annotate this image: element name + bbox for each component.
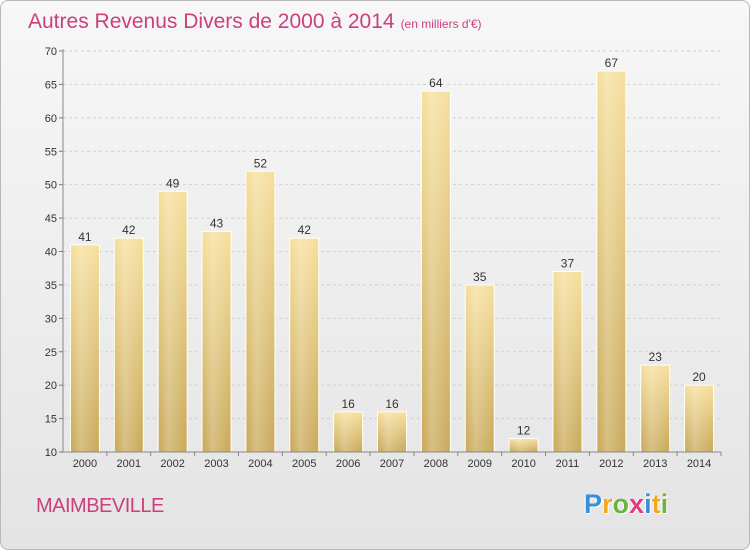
y-tick-label: 35 (45, 280, 57, 292)
x-tick-label: 2002 (160, 458, 184, 470)
logo-letter: i (644, 489, 652, 519)
bar-value-label: 35 (473, 270, 487, 284)
logo-letter: x (629, 489, 645, 519)
bar-highlight (466, 285, 494, 452)
y-tick-label: 40 (45, 247, 57, 259)
bar-highlight (510, 439, 538, 452)
y-tick-label: 60 (45, 113, 57, 125)
bar-value-label: 23 (649, 350, 663, 364)
logo-letter: o (612, 489, 630, 519)
y-tick-label: 45 (45, 213, 57, 225)
bar-highlight (597, 72, 625, 453)
title-block: Autres Revenus Divers de 2000 à 2014 (en … (28, 10, 482, 34)
bar-value-label: 41 (78, 230, 92, 244)
x-tick-label: 2004 (248, 458, 272, 470)
x-tick-label: 2005 (292, 458, 316, 470)
bar-highlight (203, 232, 231, 452)
chart-subtitle: (en milliers d'€) (400, 17, 482, 31)
bar-highlight (334, 412, 362, 452)
y-tick-label: 65 (45, 79, 57, 91)
bar-highlight (422, 92, 450, 452)
bar-value-label: 42 (122, 223, 136, 237)
x-tick-label: 2001 (117, 458, 141, 470)
logo-letter: i (660, 489, 669, 519)
bar-value-label: 64 (429, 76, 443, 90)
x-tick-label: 2008 (424, 458, 448, 470)
bar-highlight (246, 172, 274, 453)
bar-value-label: 37 (561, 257, 575, 271)
bar-highlight (71, 245, 99, 452)
y-tick-label: 70 (45, 46, 57, 58)
y-tick-label: 30 (45, 313, 57, 325)
bar-highlight (641, 366, 669, 452)
y-tick-label: 50 (45, 180, 57, 192)
y-tick-label: 55 (45, 146, 57, 158)
bar-value-label: 43 (210, 216, 224, 230)
x-tick-label: 2014 (687, 458, 711, 470)
bar-value-label: 42 (298, 223, 312, 237)
x-tick-label: 2006 (336, 458, 360, 470)
bars-layer: 41 42 49 43 52 42 16 16 64 35 12 37 67 23 20 (69, 56, 715, 453)
proxiti-logo: Proxiti (584, 489, 668, 520)
y-tick-label: 15 (45, 414, 57, 426)
x-tick-label: 2003 (204, 458, 228, 470)
logo-letter: t (651, 489, 661, 519)
x-tick-label: 2010 (511, 458, 535, 470)
x-tick-label: 2007 (380, 458, 404, 470)
bar-highlight (378, 412, 406, 452)
x-tick-label: 2009 (467, 458, 491, 470)
commune-name: MAIMBEVILLE (36, 495, 164, 517)
logo-letter: P (584, 489, 603, 519)
x-tick-label: 2012 (599, 458, 623, 470)
bar-value-label: 67 (605, 56, 619, 70)
bar-value-label: 16 (385, 397, 399, 411)
x-tick-label: 2011 (556, 458, 580, 470)
bar-value-label: 12 (517, 424, 531, 438)
axis-layer: 10 15 20 25 30 35 40 45 50 55 60 65 70 2000 2001 2002 20… (45, 46, 722, 470)
x-tick-label: 2013 (643, 458, 667, 470)
y-tick-label: 25 (45, 347, 57, 359)
x-tick-label: 2000 (73, 458, 97, 470)
y-tick-label: 10 (45, 447, 57, 459)
y-tick-label: 20 (45, 380, 57, 392)
chart-title: Autres Revenus Divers de 2000 à 2014 (28, 10, 395, 33)
bar-highlight (159, 192, 187, 452)
bar-highlight (290, 239, 318, 452)
bar-highlight (115, 239, 143, 452)
bar-value-label: 52 (254, 156, 268, 170)
bar-value-label: 20 (692, 370, 706, 384)
logo-letter: r (602, 489, 613, 519)
bar-highlight (553, 272, 581, 452)
bar-highlight (685, 386, 713, 452)
bar-value-label: 16 (341, 397, 355, 411)
bar-value-label: 49 (166, 176, 180, 190)
